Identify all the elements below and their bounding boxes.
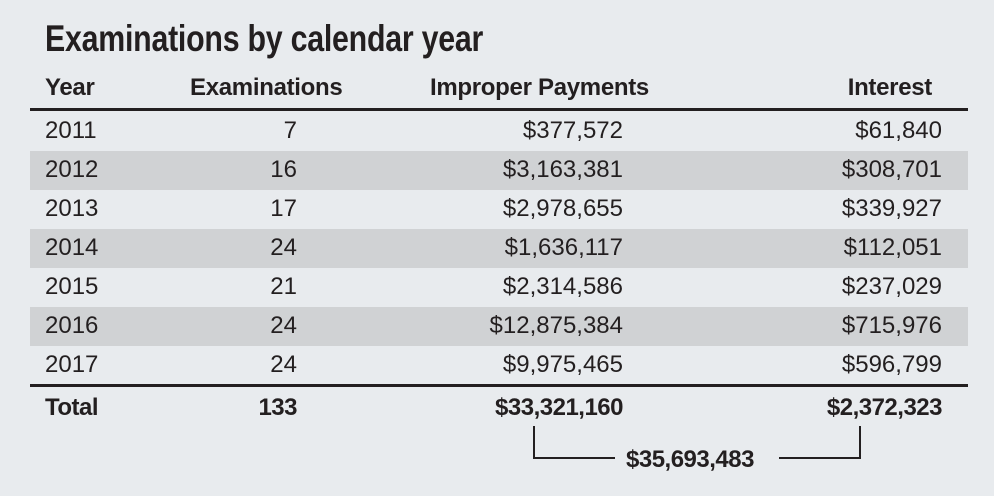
table-row: 2012 16 $3,163,381 $308,701	[30, 151, 968, 190]
cell-examinations: 17	[270, 195, 297, 222]
table-row: 2016 24 $12,875,384 $715,976	[30, 307, 968, 346]
cell-interest: $112,051	[843, 234, 942, 261]
cell-year: 2013	[45, 195, 99, 222]
header-improper-payments: Improper Payments	[430, 74, 649, 101]
cell-interest: $61,840	[855, 117, 942, 144]
cell-year: 2011	[45, 117, 97, 144]
table-row: 2013 17 $2,978,655 $339,927	[30, 190, 968, 229]
cell-interest: $308,701	[841, 156, 942, 183]
cell-interest: $715,976	[841, 312, 942, 339]
cell-year: 2015	[45, 273, 99, 300]
cell-year: 2012	[45, 156, 99, 183]
cell-examinations: 16	[270, 156, 297, 183]
cell-year: 2014	[45, 234, 99, 261]
cell-examinations: 24	[270, 351, 297, 378]
cell-examinations: 24	[270, 234, 297, 261]
cell-examinations: 7	[283, 117, 297, 144]
total-label: Total	[45, 394, 99, 421]
bracket-right-vertical	[859, 426, 861, 459]
cell-improper-payments: $3,163,381	[502, 156, 623, 183]
header-interest: Interest	[847, 74, 933, 101]
total-examinations: 133	[258, 394, 297, 421]
table-row: 2014 24 $1,636,117 $112,051	[30, 229, 968, 268]
total-improper-payments: $33,321,160	[495, 394, 623, 421]
cell-year: 2016	[45, 312, 99, 339]
table-row: 2017 24 $9,975,465 $596,799	[30, 346, 968, 385]
cell-improper-payments: $12,875,384	[489, 312, 623, 339]
grand-total: $35,693,483	[626, 446, 754, 473]
header-rule	[30, 108, 968, 111]
total-interest: $2,372,323	[826, 394, 943, 421]
total-rule	[30, 384, 968, 387]
table-row: 2015 21 $2,314,586 $237,029	[30, 268, 968, 307]
header-year: Year	[45, 74, 95, 101]
bracket-right-horizontal	[779, 457, 861, 459]
header-examinations: Examinations	[190, 74, 343, 101]
table-title: Examinations by calendar year	[45, 18, 484, 59]
cell-improper-payments: $9,975,465	[502, 351, 623, 378]
cell-interest: $596,799	[841, 351, 942, 378]
cell-year: 2017	[45, 351, 99, 378]
cell-interest: $339,927	[841, 195, 942, 222]
cell-interest: $237,029	[841, 273, 942, 300]
total-row: Total 133 $33,321,160 $2,372,323	[30, 389, 968, 428]
cell-improper-payments: $2,978,655	[502, 195, 623, 222]
cell-improper-payments: $1,636,117	[504, 234, 623, 261]
bracket-left-horizontal	[533, 457, 615, 459]
cell-improper-payments: $2,314,586	[502, 273, 623, 300]
table-row: 2011 7 $377,572 $61,840	[30, 112, 968, 151]
cell-improper-payments: $377,572	[522, 117, 623, 144]
cell-examinations: 24	[270, 312, 297, 339]
cell-examinations: 21	[270, 273, 297, 300]
bracket-left-vertical	[533, 426, 535, 459]
